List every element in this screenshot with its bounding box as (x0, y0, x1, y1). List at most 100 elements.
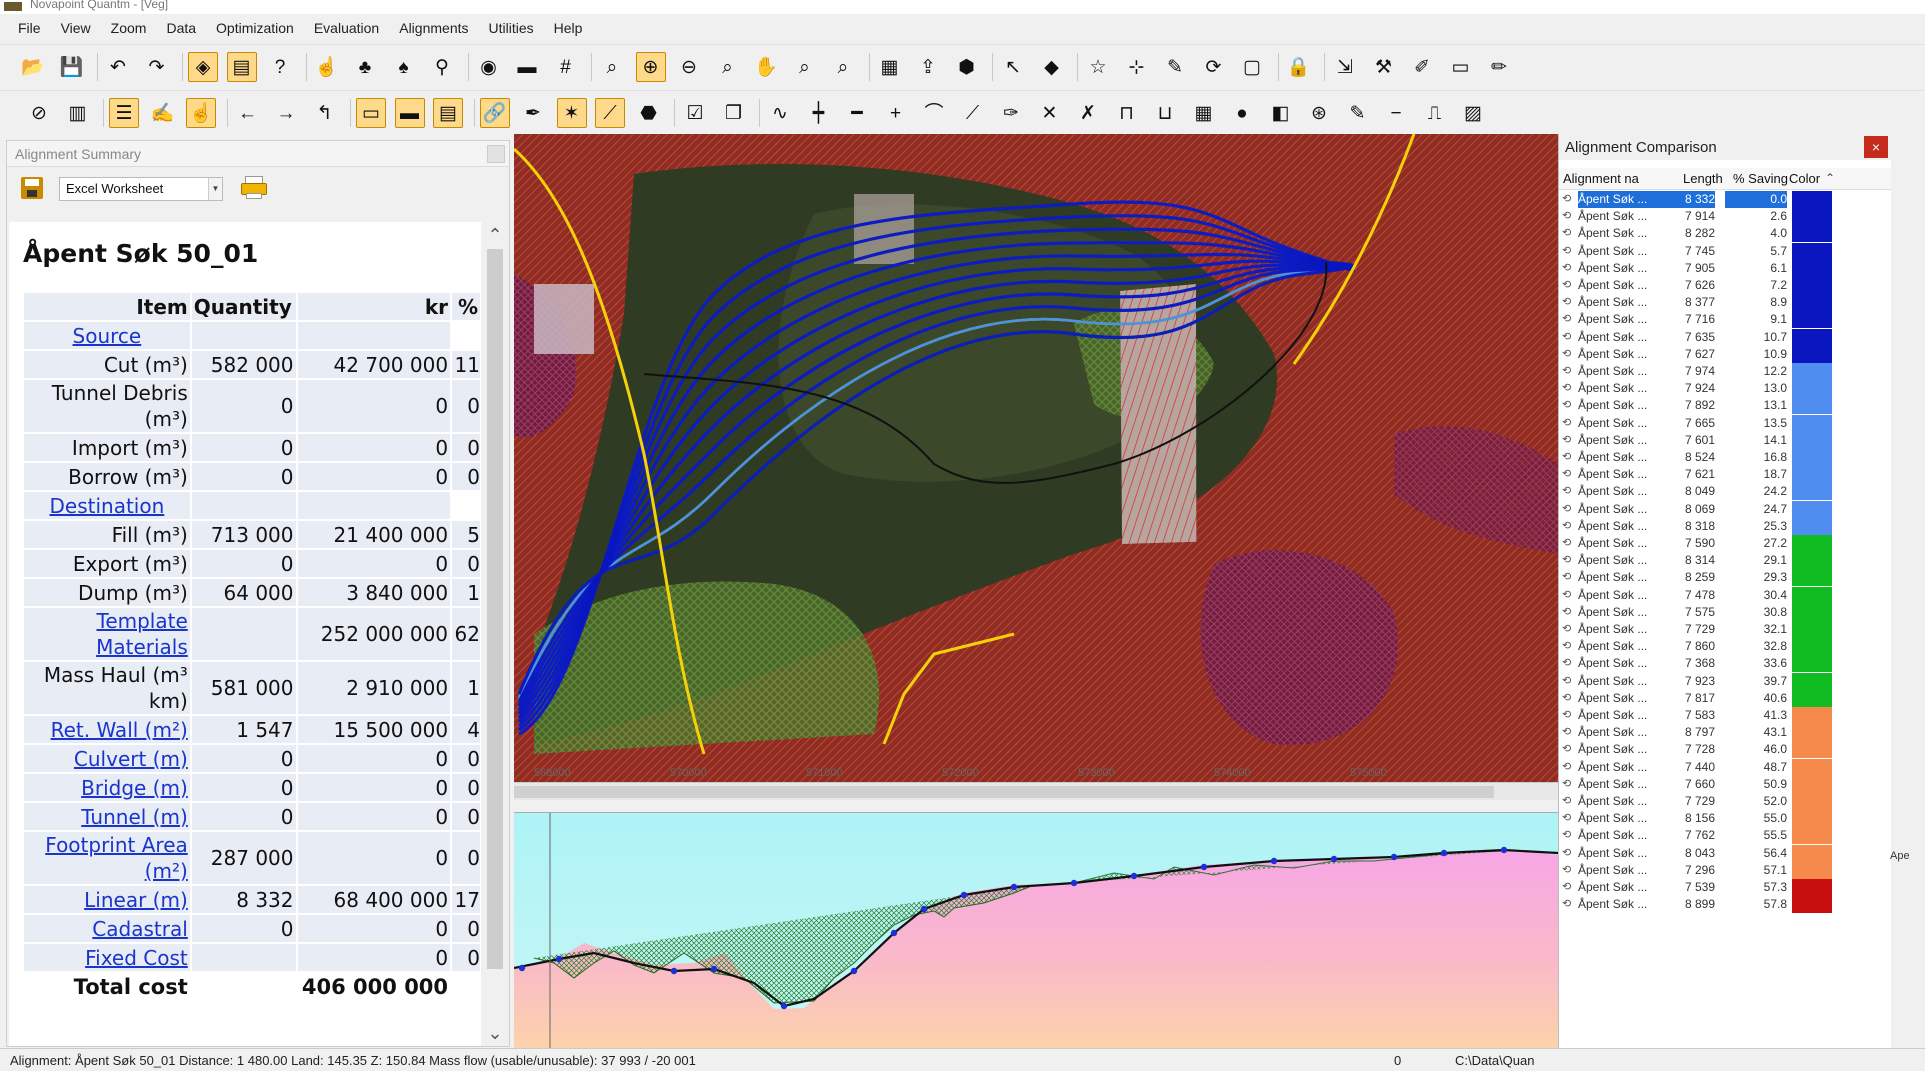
draw-pen-icon[interactable]: ✐ (1414, 56, 1430, 78)
comparison-row[interactable]: ⟲ Åpent Søk ... 7 478 30.4 (1559, 586, 1891, 604)
summary-link[interactable]: Bridge (m) (81, 775, 188, 800)
zoom-window-icon[interactable]: ⌕ (606, 56, 618, 78)
zoom-out-icon[interactable]: ⊖ (681, 56, 697, 78)
target-icon[interactable]: ⊹ (1128, 56, 1145, 78)
summary-link[interactable]: Footprint Area (m²) (45, 833, 188, 883)
comparison-row[interactable]: ⟲ Åpent Søk ... 7 601 14.1 (1559, 431, 1891, 449)
comparison-row[interactable]: ⟲ Åpent Søk ... 7 860 32.8 (1559, 638, 1891, 656)
diagonal-pen-icon[interactable]: ✑ (1003, 102, 1019, 124)
ruler-icon[interactable]: ▬ (517, 56, 537, 78)
profile-node[interactable] (920, 905, 928, 913)
comparison-row[interactable]: ⟲ Åpent Søk ... 7 368 33.6 (1559, 655, 1891, 673)
summary-link[interactable]: Fixed Cost (85, 945, 188, 970)
profile-node[interactable] (1390, 853, 1398, 861)
export-format-select[interactable]: Excel Worksheet ▼ (59, 177, 223, 201)
profile-node[interactable] (780, 1002, 788, 1010)
comparison-row[interactable]: ⟲ Åpent Søk ... 7 660 50.9 (1559, 775, 1891, 793)
menu-view[interactable]: View (60, 20, 91, 36)
properties-icon[interactable]: ▤ (226, 52, 257, 82)
cross-icon[interactable]: ✕ (1041, 102, 1058, 124)
profile-node[interactable] (850, 967, 858, 975)
blank-sheet-icon[interactable]: ▭ (1451, 56, 1470, 78)
panel-pin-button[interactable] (487, 145, 505, 163)
building-icon[interactable]: ▦ (1194, 102, 1213, 124)
wave-line-icon[interactable]: ∿ (772, 102, 788, 124)
profile-view[interactable] (514, 812, 1558, 1048)
bridge-icon[interactable]: ⊓ (1119, 102, 1134, 124)
slope-icon[interactable]: ⟋ (965, 102, 980, 124)
comparison-row[interactable]: ⟲ Åpent Søk ... 7 905 6.1 (1559, 259, 1891, 277)
comparison-row[interactable]: ⟲ Åpent Søk ... 7 892 13.1 (1559, 397, 1891, 415)
comparison-row[interactable]: ⟲ Åpent Søk ... 7 924 13.0 (1559, 380, 1891, 398)
arrow-left-icon[interactable]: ← (238, 102, 257, 124)
profile-node[interactable] (555, 955, 563, 963)
selected-alignment-path[interactable] (643, 261, 1328, 484)
comparison-row[interactable]: ⟲ Åpent Søk ... 7 590 27.2 (1559, 535, 1891, 552)
step-line-icon[interactable]: ⎍ (1427, 102, 1442, 124)
comparison-row[interactable]: ⟲ Åpent Søk ... 8 318 25.3 (1559, 517, 1891, 535)
menu-data[interactable]: Data (166, 20, 197, 36)
summary-scrollbar[interactable]: ⌃ ⌄ (483, 225, 507, 1045)
zoom-previous-icon[interactable]: ⌕ (837, 56, 849, 78)
rotate-icon[interactable]: ⟳ (1205, 56, 1222, 78)
section-panel-icon[interactable]: ▬ (394, 98, 425, 128)
eraser-icon[interactable]: ◆ (1044, 56, 1059, 78)
pointer-hand-icon[interactable]: ☝ (314, 56, 339, 78)
gradient-icon[interactable]: ▨ (1464, 102, 1482, 124)
profile-node[interactable] (1330, 855, 1338, 863)
profile-node[interactable] (1130, 872, 1138, 880)
straight-line-icon[interactable]: ━ (851, 102, 863, 124)
profile-panel-icon[interactable]: ▭ (356, 98, 386, 128)
x-mark-icon[interactable]: ✗ (1080, 102, 1096, 124)
comparison-row[interactable]: ⟲ Åpent Søk ... 8 156 55.0 (1559, 810, 1891, 828)
comparison-row[interactable]: ⟲ Åpent Søk ... 7 716 9.1 (1559, 311, 1891, 329)
column-header-length[interactable]: Length (1683, 171, 1723, 186)
box-3d-icon[interactable]: ⬢ (958, 56, 975, 78)
minus-icon[interactable]: − (1390, 102, 1402, 124)
comparison-row[interactable]: ⟲ Åpent Søk ... 7 627 10.9 (1559, 345, 1891, 363)
map-scroll-thumb[interactable] (514, 786, 1494, 798)
grid-icon[interactable]: # (560, 56, 571, 78)
comparison-row[interactable]: ⟲ Åpent Søk ... 7 575 30.8 (1559, 603, 1891, 621)
no-entry-icon[interactable]: ⊘ (31, 102, 47, 124)
summary-link[interactable]: Ret. Wall (m²) (50, 717, 188, 742)
sort-ascending-icon[interactable]: ⌃ (1825, 171, 1836, 185)
plan-panel-icon[interactable]: ▤ (433, 98, 463, 128)
comparison-row[interactable]: ⟲ Åpent Søk ... 7 923 39.7 (1559, 672, 1891, 690)
open-folder-icon[interactable]: 📂 (21, 56, 45, 78)
menu-optimization[interactable]: Optimization (216, 20, 294, 36)
comparison-row[interactable]: ⟲ Åpent Søk ... 7 665 13.5 (1559, 414, 1891, 432)
profile-node[interactable] (1440, 849, 1448, 857)
profile-node[interactable] (1070, 879, 1078, 887)
comparison-row[interactable]: ⟲ Åpent Søk ... 8 314 29.1 (1559, 552, 1891, 570)
arrow-right-icon[interactable]: → (276, 102, 296, 124)
print-icon[interactable] (239, 174, 269, 202)
comparison-row[interactable]: ⟲ Åpent Søk ... 7 974 12.2 (1559, 363, 1891, 380)
plus-icon[interactable]: + (889, 102, 902, 124)
comparison-row[interactable]: ⟲ Åpent Søk ... 8 899 57.8 (1559, 896, 1891, 914)
report-icon[interactable]: ▦ (880, 56, 899, 78)
profile-node[interactable] (890, 929, 898, 937)
profile-node[interactable] (960, 891, 968, 899)
profile-canvas[interactable] (514, 813, 1558, 1048)
pen-doc-icon[interactable]: ✍ (150, 102, 175, 124)
profile-node[interactable] (1200, 863, 1208, 871)
cursor-line-icon[interactable]: ↰ (316, 102, 333, 124)
close-button[interactable]: × (1864, 136, 1888, 158)
arc-icon[interactable]: ⌒ (924, 102, 944, 124)
blob-icon[interactable]: ● (1236, 102, 1248, 124)
comparison-row[interactable]: ⟲ Åpent Søk ... 7 621 18.7 (1559, 466, 1891, 484)
copy-doc-icon[interactable]: ❐ (724, 102, 743, 124)
comparison-row[interactable]: ⟲ Åpent Søk ... 7 817 40.6 (1559, 689, 1891, 707)
menu-file[interactable]: File (18, 20, 41, 36)
comparison-row[interactable]: ⟲ Åpent Søk ... 8 069 24.7 (1559, 500, 1891, 518)
profile-node[interactable] (670, 967, 678, 975)
comparison-row[interactable]: ⟲ Åpent Søk ... 7 583 41.3 (1559, 707, 1891, 724)
map-canvas[interactable]: 568000 570000 571000 572000 573000 574000 5750… (514, 134, 1558, 782)
profile-node[interactable] (518, 964, 526, 972)
menu-evaluation[interactable]: Evaluation (313, 20, 380, 36)
comparison-row[interactable]: ⟲ Åpent Søk ... 7 914 2.6 (1559, 208, 1891, 226)
comparison-row[interactable]: ⟲ Åpent Søk ... 7 729 52.0 (1559, 793, 1891, 810)
comparison-row[interactable]: ⟲ Åpent Søk ... 8 282 4.0 (1559, 225, 1891, 243)
comparison-row[interactable]: ⟲ Åpent Søk ... 7 762 55.5 (1559, 827, 1891, 845)
